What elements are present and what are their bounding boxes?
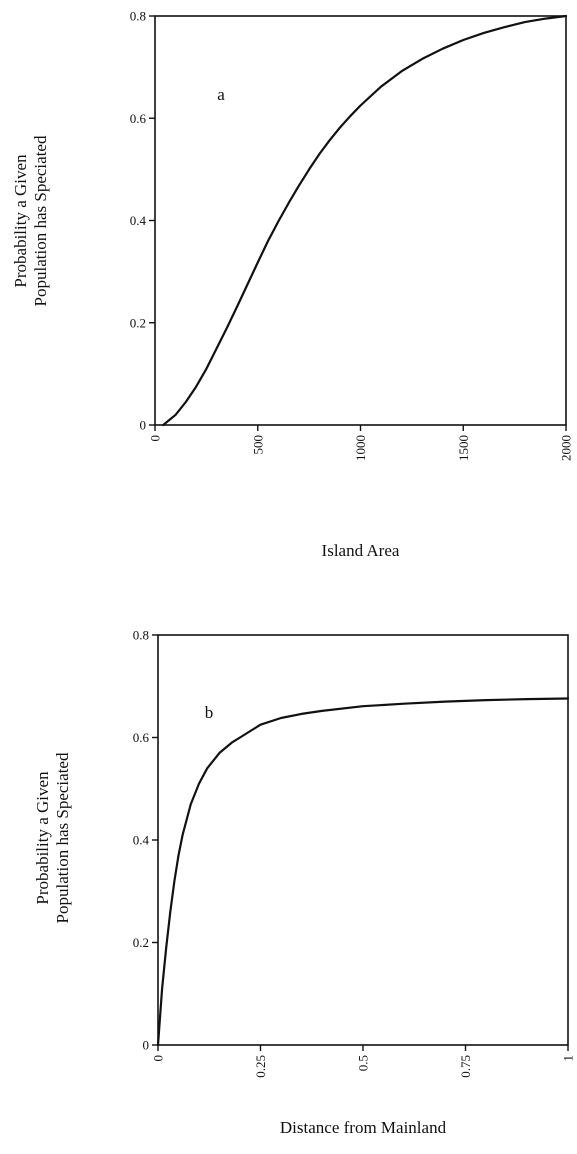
chart-panel-a: 0 0.2 0.4 0.6 0.8 0 500 1000 1500 2000 a Island Are… — [11, 9, 574, 561]
panel-label: a — [217, 85, 225, 104]
plot-frame — [157, 634, 569, 1046]
y-tick-label: 0 — [143, 1038, 150, 1053]
x-tick-label: 0.5 — [356, 1055, 371, 1071]
x-tick-label: 500 — [250, 435, 265, 455]
x-tick-label: 0.75 — [458, 1055, 473, 1078]
y-tick-label: 0.4 — [130, 213, 147, 228]
y-axis-title-line2: Population has Speciated — [31, 135, 50, 306]
x-tick-label: 0.25 — [253, 1055, 268, 1078]
y-tick-label: 0.2 — [133, 935, 149, 950]
x-axis-title: Island Area — [322, 541, 400, 560]
y-tick-label: 0 — [140, 418, 147, 433]
y-tick-label: 0.2 — [130, 315, 146, 330]
series-line — [162, 14, 568, 427]
y-tick-label: 0.6 — [130, 111, 147, 126]
y-tick-label: 0.8 — [133, 628, 149, 643]
y-axis-title-line2: Population has Speciated — [53, 752, 72, 923]
x-tick-label: 2000 — [559, 435, 574, 461]
plot-frame — [154, 15, 567, 426]
y-axis-title-line1: Probability a Given — [33, 771, 52, 905]
x-tick-label: 1000 — [353, 435, 368, 461]
y-tick-label: 0.6 — [133, 730, 150, 745]
x-tick-label: 1500 — [456, 435, 471, 461]
series-line — [156, 697, 570, 1047]
y-axis-title-line1: Probability a Given — [11, 154, 30, 288]
y-tick-label: 0.4 — [133, 833, 150, 848]
chart-panel-b: 0 0.2 0.4 0.6 0.8 0 0.25 0.5 0.75 1 b Distance from… — [33, 628, 576, 1138]
x-tick-label: 0 — [148, 435, 163, 442]
y-tick-label: 0.8 — [130, 9, 146, 24]
x-tick-label: 1 — [561, 1055, 576, 1062]
x-axis-title: Distance from Mainland — [280, 1118, 447, 1137]
x-tick-label: 0 — [151, 1055, 166, 1062]
panel-label: b — [205, 703, 214, 722]
